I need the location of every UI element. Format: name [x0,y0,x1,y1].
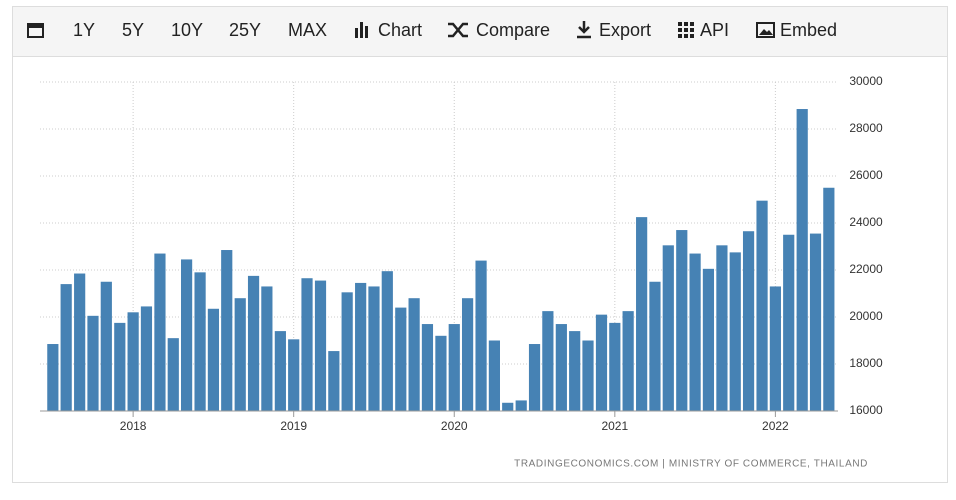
bar [127,312,139,411]
y-tick-label: 30000 [849,74,883,88]
bar [783,234,795,411]
y-tick-label: 18000 [849,356,883,370]
bar [502,402,514,411]
y-tick-label: 28000 [849,121,883,135]
bar [716,245,728,411]
bar [435,335,447,411]
export-icon [577,21,591,39]
toolbar-button[interactable]: Compare [476,20,550,40]
y-tick-label: 22000 [849,262,883,276]
bar [87,315,99,411]
bar [180,259,193,411]
bar [448,324,460,411]
y-tick-label: 16000 [849,403,883,417]
compare-icon [448,22,468,38]
x-tick-label: 2021 [601,419,628,433]
bar [381,271,393,411]
bar [328,351,340,411]
bar [154,253,166,411]
bar [609,322,621,411]
bar [582,340,594,411]
bar [140,306,153,411]
x-tick-label: 2019 [280,419,307,433]
bar [74,273,86,411]
y-tick-label: 26000 [849,168,883,182]
bar [702,268,715,411]
toolbar-button[interactable]: 5Y [122,20,144,40]
bar [408,298,420,411]
bar [314,280,327,411]
bar [368,286,380,411]
bar [809,233,822,411]
bar [742,231,755,411]
bar [528,344,541,411]
bar [676,230,688,411]
bar [475,260,487,411]
toolbar-button[interactable]: Chart [378,20,422,40]
toolbar-button[interactable]: 25Y [229,20,261,40]
bar [288,339,300,411]
bar [261,286,273,411]
x-tick-label: 2022 [762,419,789,433]
bar [47,344,59,411]
bar [461,298,474,411]
bar [636,217,648,411]
toolbar-button[interactable]: API [700,20,729,40]
bar [274,331,286,411]
bar [622,311,634,411]
toolbar-button[interactable]: Export [599,20,651,40]
toolbar-button[interactable]: Embed [780,20,837,40]
toolbar [12,6,948,57]
y-tick-label: 20000 [849,309,883,323]
chart-icon [355,22,368,38]
toolbar-button[interactable]: 1Y [73,20,95,40]
bar [488,340,500,411]
bar [114,322,126,411]
bar [662,245,674,411]
bar [649,281,661,411]
bar [207,308,220,411]
embed-icon [756,22,775,38]
bar [194,272,206,411]
bar [301,278,313,411]
bar [247,275,260,411]
y-tick-label: 24000 [849,215,883,229]
calendar-icon[interactable] [27,23,44,38]
bar [421,324,434,411]
bar [542,311,554,411]
bar [100,281,112,411]
bar [769,286,781,411]
bar [555,324,567,411]
api-icon [678,22,694,38]
toolbar-button[interactable]: 10Y [171,20,203,40]
bar [756,200,768,411]
bar [515,400,527,411]
bar [689,253,701,411]
bar [355,282,367,411]
calendar-face [29,28,42,36]
x-tick-label: 2018 [120,419,147,433]
bar [595,314,608,411]
bar [823,187,835,411]
bar [729,252,741,411]
x-tick-label: 2020 [441,419,468,433]
bar [796,109,808,412]
bar [395,307,407,411]
bar [221,250,233,411]
bar [341,292,353,411]
source: TRADINGECONOMICS.COM | MINISTRY OF COMME… [514,459,868,470]
toolbar-button[interactable]: MAX [288,20,327,40]
bar [569,331,581,411]
bar [60,284,72,411]
bar [234,298,246,411]
bar [167,338,179,411]
